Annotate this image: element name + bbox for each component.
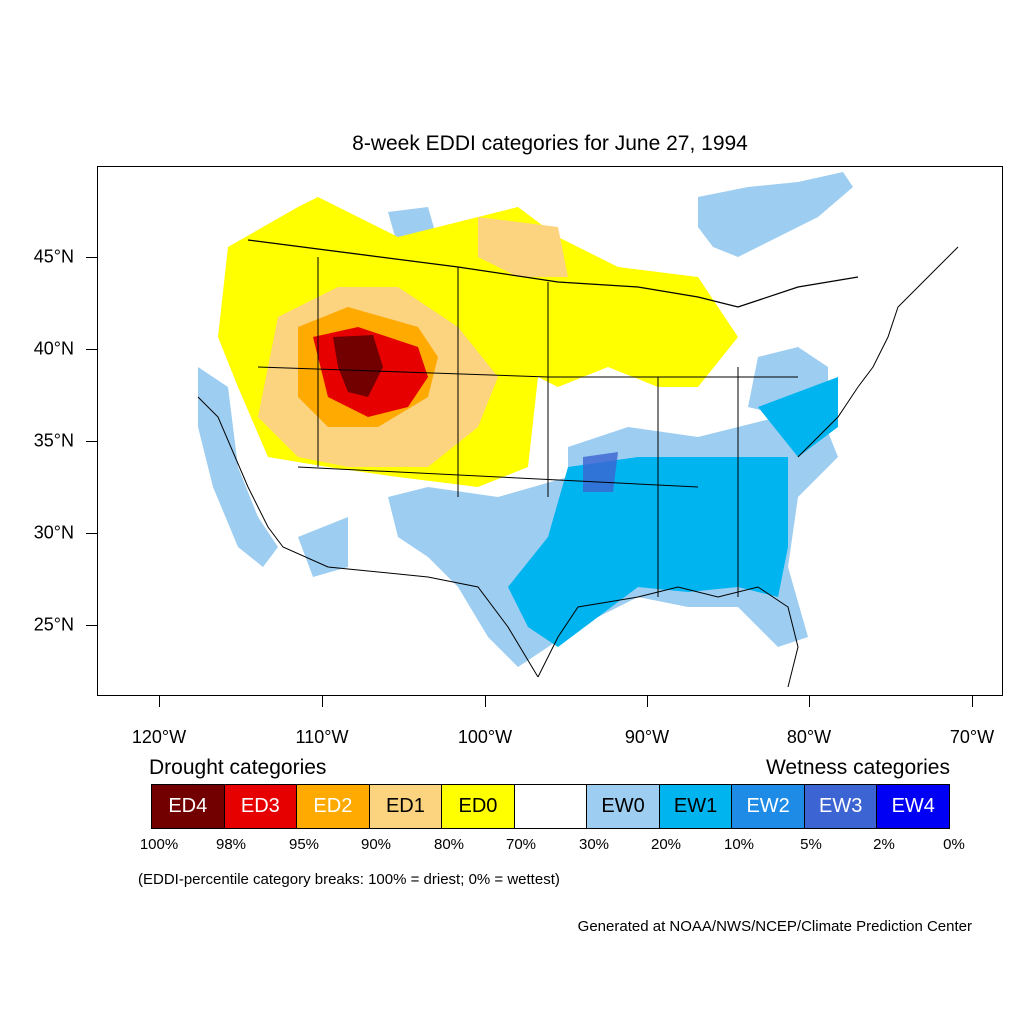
percent-break: 98%	[215, 836, 247, 853]
percent-break: 70%	[505, 836, 537, 853]
percent-break: 2%	[873, 836, 895, 853]
legend-cell-ew3: EW3	[804, 785, 878, 828]
legend-cell-label: ED2	[313, 795, 353, 817]
lon-label: 100°W	[457, 727, 513, 747]
lon-tick	[322, 696, 323, 707]
lon-tick	[647, 696, 648, 707]
legend-cell-ed0: ED0	[442, 785, 515, 828]
legend-cell-label: EW4	[891, 795, 935, 817]
lat-tick	[86, 349, 97, 350]
percent-break: 0%	[943, 836, 965, 853]
lon-tick	[972, 696, 973, 707]
legend-cell-ed2: ED2	[297, 785, 370, 828]
category-note: (EDDI-percentile category breaks: 100% =…	[138, 871, 560, 888]
legend-cell-ew0: EW0	[587, 785, 660, 828]
percent-break: 30%	[578, 836, 610, 853]
map-title: 8-week EDDI categories for June 27, 1994	[352, 132, 748, 155]
percent-break: 100%	[139, 836, 179, 853]
credit-line: Generated at NOAA/NWS/NCEP/Climate Predi…	[577, 918, 972, 935]
percent-break: 95%	[288, 836, 320, 853]
boundaries	[197, 239, 959, 688]
percent-break: 80%	[433, 836, 465, 853]
category-legend: ED4 ED3 ED2 ED1 ED0 EW0 EW1 EW2 EW3 EW4	[151, 784, 950, 829]
eddi-map-graphic	[197, 172, 959, 688]
percent-break: 90%	[360, 836, 392, 853]
legend-cell-ew4: EW4	[877, 785, 950, 828]
legend-cell-ed1: ED1	[369, 785, 443, 828]
legend-cell-label: EW3	[819, 795, 863, 817]
lat-label: 30°N	[33, 522, 74, 543]
lat-label: 35°N	[33, 430, 74, 451]
lon-label: 80°W	[786, 727, 832, 747]
drought-regions	[218, 197, 738, 487]
legend-cell-ed4: ED4	[152, 785, 225, 828]
legend-cell-label: ED4	[168, 795, 208, 817]
wetness-heading: Wetness categories	[765, 756, 950, 779]
percent-break: 10%	[723, 836, 755, 853]
lat-tick	[86, 533, 97, 534]
percent-break: 20%	[650, 836, 682, 853]
legend-cell-label: EW1	[673, 795, 718, 817]
legend-cell-ed3: ED3	[224, 785, 298, 828]
legend-cell-label: ED0	[458, 795, 498, 817]
legend-cell-label: EW2	[746, 795, 790, 817]
lat-tick	[86, 441, 97, 442]
lat-tick	[86, 257, 97, 258]
legend-cell-label: ED3	[240, 795, 280, 817]
legend-cell-ew1: EW1	[659, 785, 733, 828]
lon-tick	[809, 696, 810, 707]
lon-label: 110°W	[295, 727, 349, 747]
drought-heading: Drought categories	[149, 756, 327, 779]
legend-cell-ew2: EW2	[732, 785, 805, 828]
wetness-regions	[198, 172, 853, 667]
legend-cell-label: ED1	[385, 795, 425, 817]
percent-break: 5%	[800, 836, 822, 853]
lon-label: 90°W	[624, 727, 670, 747]
lon-label: 70°W	[949, 727, 995, 747]
legend-cell-neutral	[514, 785, 588, 828]
lon-label: 120°W	[131, 727, 187, 747]
lat-label: 45°N	[33, 246, 74, 267]
legend-cell-label: EW0	[601, 795, 645, 817]
eddi-map	[97, 166, 1003, 696]
lon-tick	[485, 696, 486, 707]
lat-tick	[86, 625, 97, 626]
lon-tick	[159, 696, 160, 707]
lat-label: 40°N	[33, 338, 74, 359]
lat-label: 25°N	[33, 614, 74, 635]
